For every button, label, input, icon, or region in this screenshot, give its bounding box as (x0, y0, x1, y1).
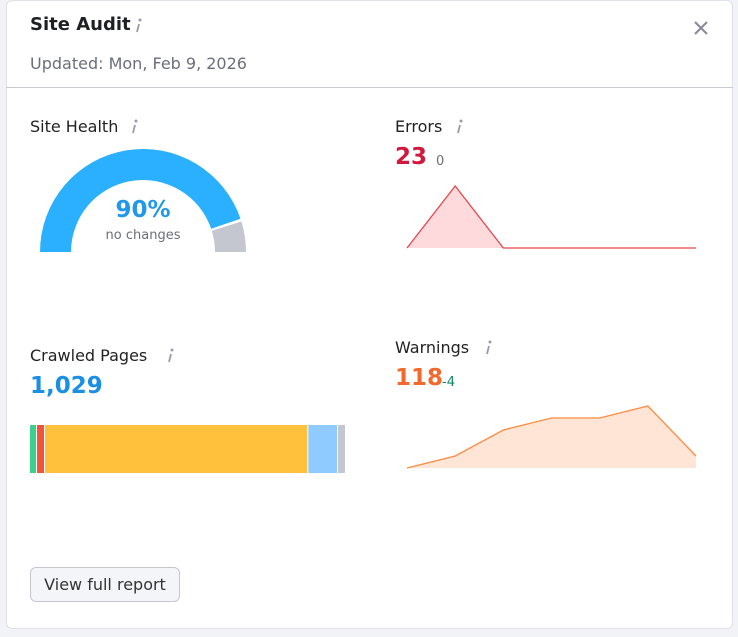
bar-segment (37, 425, 44, 473)
errors-sparkline (406, 184, 696, 249)
health-arc (40, 149, 241, 252)
health-rest-arc (211, 221, 246, 252)
crawled-bar (30, 425, 345, 473)
bar-segment (30, 425, 37, 473)
info-icon (136, 18, 142, 33)
warnings-label: Warnings (395, 338, 470, 357)
site-health-label: Site Health (30, 117, 119, 136)
info-icon (132, 119, 138, 134)
divider (6, 87, 733, 88)
crawled-value: 1,029 (30, 373, 103, 399)
errors-value: 23 (395, 144, 428, 170)
close-button[interactable] (694, 21, 708, 35)
info-icon (457, 119, 463, 134)
info-icon (168, 348, 174, 363)
errors-change: 0 (436, 154, 445, 169)
warnings-change: -4 (442, 375, 455, 390)
view-report-button[interactable]: View full report (30, 567, 180, 602)
health-gauge (40, 149, 246, 252)
warnings-sparkline (406, 405, 697, 469)
info-icon (486, 340, 492, 355)
sparkline-line (406, 405, 697, 469)
crawled-label: Crawled Pages (30, 346, 148, 365)
errors-label: Errors (395, 117, 443, 136)
bar-segment (44, 425, 308, 473)
sparkline-area (407, 186, 696, 248)
updated-date: Updated: Mon, Feb 9, 2026 (30, 54, 247, 73)
site-audit-card (6, 0, 733, 629)
title: Site Audit (30, 14, 131, 35)
sparkline-area (407, 406, 696, 468)
health-note: no changes (105, 228, 181, 243)
bar-segment (308, 425, 338, 473)
bar-segment (338, 425, 345, 473)
health-value: 90% (115, 197, 171, 223)
sparkline-line (406, 184, 696, 249)
warnings-value: 118 (395, 365, 444, 391)
